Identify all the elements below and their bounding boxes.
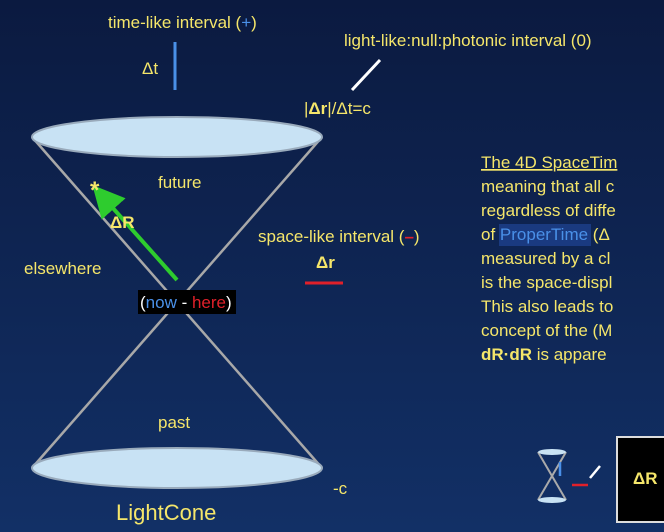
dr: Δr xyxy=(316,253,335,272)
paragraph: The 4D SpaceTim meaning that all c regar… xyxy=(481,153,617,364)
mini-cone xyxy=(537,449,601,503)
line: This also leads to xyxy=(481,297,613,316)
now-here: (now - here) xyxy=(140,293,232,312)
now-box xyxy=(138,290,236,314)
elsewhere: elsewhere xyxy=(24,259,102,278)
box xyxy=(616,436,664,523)
dR: ΔR xyxy=(110,213,135,232)
line: of ProperTime (Δ xyxy=(481,225,610,244)
title: LightCone xyxy=(116,500,216,525)
proper-box xyxy=(499,224,591,246)
box-label: ΔR xyxy=(633,469,658,488)
line: concept of the (M xyxy=(481,321,612,340)
slope: |Δr|/Δt=c xyxy=(304,99,371,118)
heading: The 4D SpaceTim xyxy=(481,153,617,172)
line: measured by a cl xyxy=(481,249,610,268)
star: * xyxy=(90,177,100,204)
line: is the space-displ xyxy=(481,273,612,292)
light-line xyxy=(350,58,382,92)
future: future xyxy=(158,173,201,192)
line: regardless of diffe xyxy=(481,201,616,220)
line: meaning that all c xyxy=(481,177,615,196)
past: past xyxy=(158,413,190,432)
line: dR·dR is appare xyxy=(481,345,607,364)
timelike: time-like interval (+) xyxy=(108,13,257,32)
spacelike: space-like interval (–) xyxy=(258,227,420,246)
dR-arrow xyxy=(92,185,179,282)
dt: Δt xyxy=(142,59,158,78)
minus-c: -c xyxy=(333,479,348,498)
lightlike: light-like:null:photonic interval (0) xyxy=(344,31,592,50)
